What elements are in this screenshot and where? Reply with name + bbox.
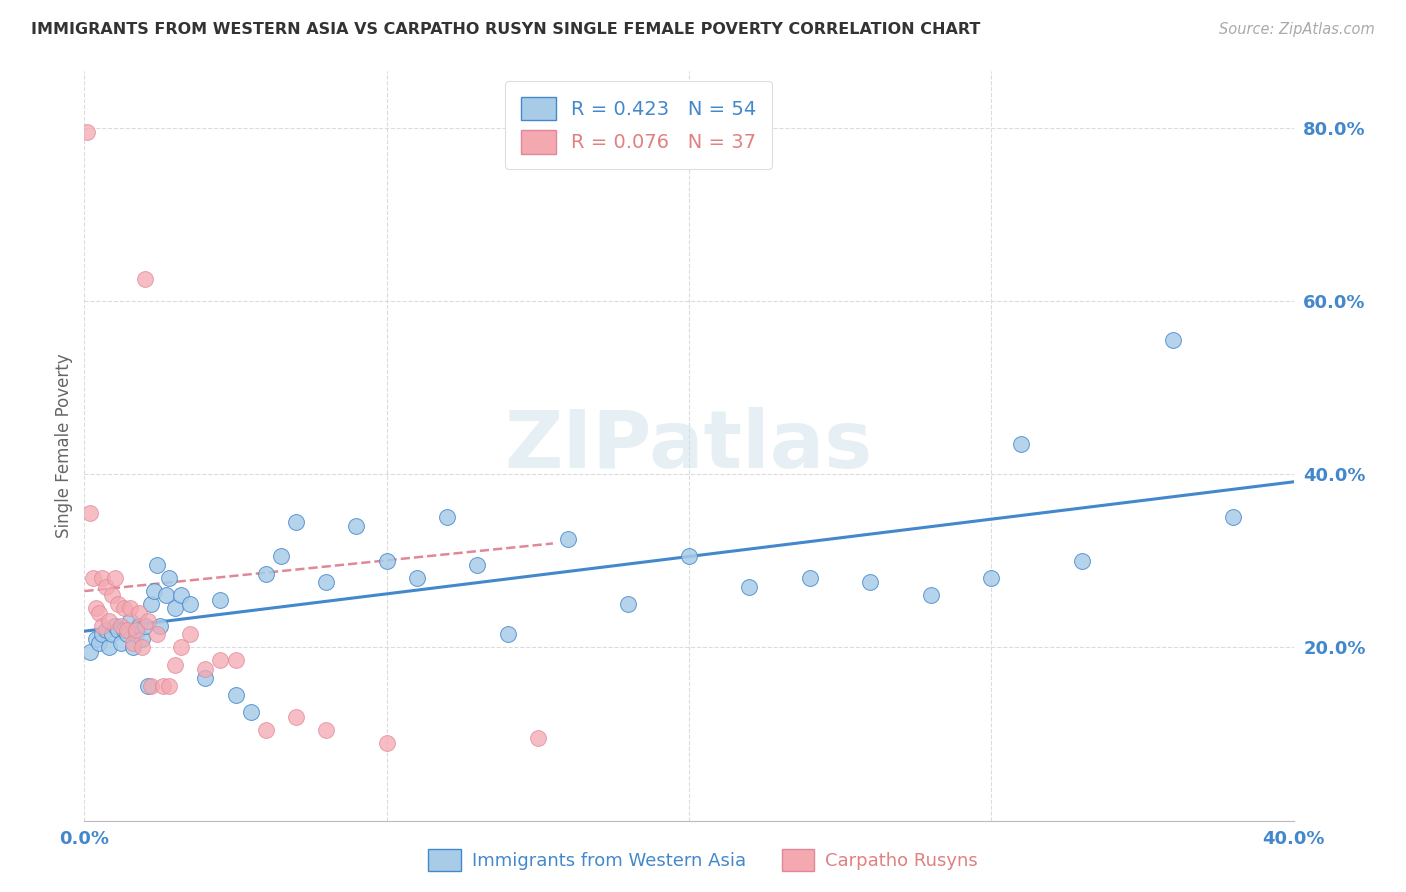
Point xyxy=(134,619,156,633)
Point xyxy=(406,571,429,585)
Point xyxy=(1161,333,1184,347)
Point xyxy=(131,640,153,655)
Point xyxy=(110,619,132,633)
Point xyxy=(678,549,700,564)
Point xyxy=(617,597,640,611)
Point xyxy=(225,653,247,667)
Point xyxy=(107,623,129,637)
Point xyxy=(91,627,114,641)
Point xyxy=(76,125,98,139)
Point xyxy=(496,627,519,641)
Point xyxy=(112,623,135,637)
Point xyxy=(142,584,165,599)
Point xyxy=(110,636,132,650)
Point xyxy=(209,653,232,667)
Point xyxy=(82,571,104,585)
Point xyxy=(254,723,277,737)
Point xyxy=(157,679,180,693)
Point xyxy=(149,619,172,633)
Point xyxy=(121,636,143,650)
Point xyxy=(285,515,308,529)
Point xyxy=(97,640,120,655)
Point xyxy=(118,615,141,629)
Point xyxy=(980,571,1002,585)
Point xyxy=(139,679,162,693)
Point xyxy=(375,554,398,568)
Point xyxy=(315,575,337,590)
Text: IMMIGRANTS FROM WESTERN ASIA VS CARPATHO RUSYN SINGLE FEMALE POVERTY CORRELATION: IMMIGRANTS FROM WESTERN ASIA VS CARPATHO… xyxy=(31,22,980,37)
Point xyxy=(436,510,458,524)
Point xyxy=(1222,510,1244,524)
Point xyxy=(128,619,150,633)
Point xyxy=(346,519,368,533)
Legend: Immigrants from Western Asia, Carpatho Rusyns: Immigrants from Western Asia, Carpatho R… xyxy=(420,842,986,879)
Point xyxy=(146,558,169,573)
Point xyxy=(128,606,150,620)
Point xyxy=(94,580,117,594)
Point xyxy=(131,632,153,646)
Point xyxy=(157,571,180,585)
Point xyxy=(165,601,187,615)
Point xyxy=(118,601,141,615)
Point xyxy=(97,615,120,629)
Point xyxy=(89,606,111,620)
Point xyxy=(738,580,761,594)
Point xyxy=(239,706,262,720)
Y-axis label: Single Female Poverty: Single Female Poverty xyxy=(55,354,73,538)
Point xyxy=(86,632,108,646)
Point xyxy=(146,627,169,641)
Point xyxy=(125,623,148,637)
Point xyxy=(799,571,821,585)
Point xyxy=(100,589,122,603)
Point xyxy=(315,723,337,737)
Text: Source: ZipAtlas.com: Source: ZipAtlas.com xyxy=(1219,22,1375,37)
Point xyxy=(285,709,308,723)
Text: ZIPatlas: ZIPatlas xyxy=(505,407,873,485)
Point xyxy=(112,601,135,615)
Legend: R = 0.423   N = 54, R = 0.076   N = 37: R = 0.423 N = 54, R = 0.076 N = 37 xyxy=(505,81,772,169)
Point xyxy=(527,731,550,746)
Point xyxy=(79,506,101,520)
Point xyxy=(225,688,247,702)
Point xyxy=(100,627,122,641)
Point xyxy=(152,679,174,693)
Point xyxy=(136,615,159,629)
Point xyxy=(115,627,138,641)
Point xyxy=(194,671,217,685)
Point xyxy=(94,623,117,637)
Point xyxy=(920,589,942,603)
Point xyxy=(170,589,193,603)
Point xyxy=(115,623,138,637)
Point xyxy=(89,636,111,650)
Point xyxy=(136,679,159,693)
Point xyxy=(91,571,114,585)
Point xyxy=(125,627,148,641)
Point xyxy=(1011,437,1033,451)
Point xyxy=(194,662,217,676)
Point xyxy=(209,592,232,607)
Point xyxy=(165,657,187,672)
Point xyxy=(270,549,292,564)
Point xyxy=(170,640,193,655)
Point xyxy=(254,566,277,581)
Point xyxy=(139,597,162,611)
Point xyxy=(121,640,143,655)
Point xyxy=(79,645,101,659)
Point xyxy=(1071,554,1094,568)
Point xyxy=(467,558,489,573)
Point xyxy=(107,597,129,611)
Point xyxy=(86,601,108,615)
Point xyxy=(155,589,177,603)
Point xyxy=(104,571,127,585)
Point xyxy=(104,619,127,633)
Point xyxy=(134,272,156,286)
Point xyxy=(179,597,201,611)
Point xyxy=(91,619,114,633)
Point xyxy=(557,532,579,546)
Point xyxy=(375,736,398,750)
Point xyxy=(859,575,882,590)
Point xyxy=(179,627,201,641)
